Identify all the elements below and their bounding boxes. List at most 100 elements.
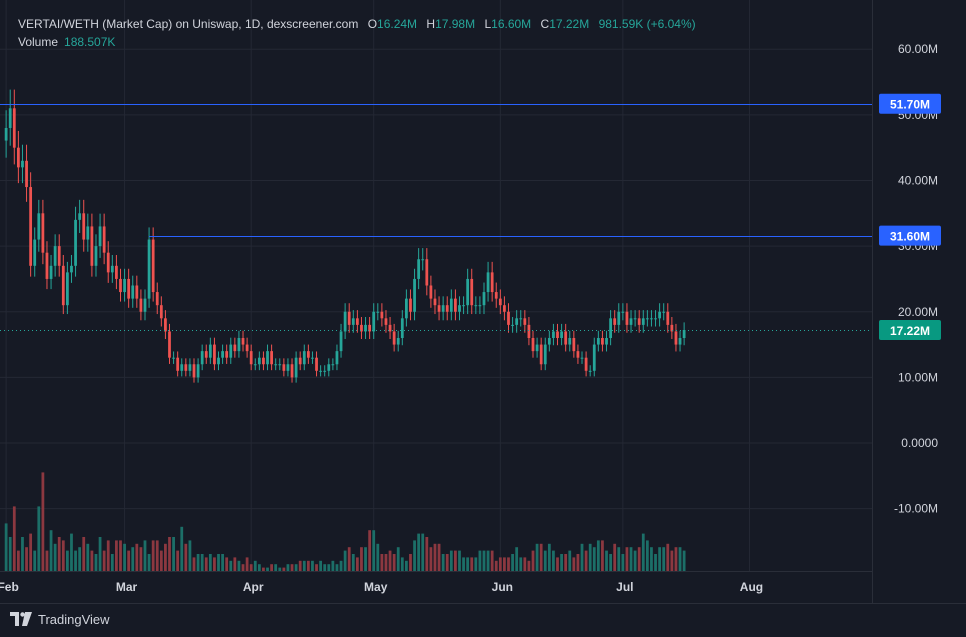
volume-bar bbox=[531, 550, 535, 571]
volume-bar bbox=[200, 554, 204, 571]
candle-body bbox=[262, 357, 265, 365]
volume-bar bbox=[225, 557, 229, 571]
volume-bar bbox=[560, 554, 563, 571]
volume-bar bbox=[155, 540, 159, 571]
candle-body bbox=[637, 318, 641, 325]
volume-bar bbox=[159, 550, 163, 571]
volume-bar bbox=[580, 543, 584, 571]
candle-body bbox=[445, 305, 449, 312]
grid bbox=[0, 0, 966, 604]
volume-bar bbox=[237, 560, 241, 571]
volume-bar bbox=[670, 550, 674, 571]
candle-body bbox=[511, 324, 514, 326]
volume-bar bbox=[286, 564, 290, 571]
volume-bar bbox=[343, 550, 347, 571]
candle-body bbox=[41, 213, 45, 253]
volume-bar bbox=[94, 554, 98, 571]
volume-bar bbox=[98, 537, 102, 571]
volume-bar bbox=[323, 564, 327, 571]
volume-bar bbox=[462, 557, 465, 571]
volume-bar bbox=[245, 557, 249, 571]
high-value: 17.98M bbox=[435, 17, 476, 31]
candle-body bbox=[29, 187, 33, 266]
horizontal-lines[interactable] bbox=[0, 104, 872, 331]
candle-body bbox=[613, 318, 617, 325]
candle-body bbox=[102, 226, 106, 253]
volume-bar bbox=[425, 537, 429, 571]
candle-body bbox=[151, 239, 155, 293]
candle-body bbox=[515, 318, 519, 325]
candle-body bbox=[543, 344, 547, 365]
volume-bar bbox=[466, 557, 470, 571]
last-price-badge[interactable] bbox=[879, 319, 941, 340]
volume-bar bbox=[417, 533, 421, 571]
volume-bar bbox=[306, 560, 310, 571]
candle-body bbox=[466, 278, 470, 306]
volume-bar bbox=[482, 550, 486, 571]
candle-body bbox=[115, 265, 118, 279]
candle-body bbox=[180, 364, 184, 371]
volume-bar bbox=[233, 557, 237, 571]
volume-bar bbox=[384, 554, 388, 571]
candle-body bbox=[66, 272, 69, 306]
volume-bar bbox=[601, 540, 604, 571]
candle-body bbox=[519, 318, 523, 320]
candle-body bbox=[372, 311, 376, 332]
tradingview-brand[interactable]: TradingView bbox=[10, 608, 110, 630]
candle-body bbox=[249, 351, 253, 365]
candle-body bbox=[388, 324, 392, 332]
volume-bar bbox=[470, 557, 474, 571]
volume-bar bbox=[556, 557, 559, 571]
price-axis[interactable]: 60.00M50.00M40.00M30.00M20.00M10.00M0.00… bbox=[879, 42, 941, 516]
candle-body bbox=[360, 324, 363, 332]
candle-body bbox=[531, 338, 535, 352]
time-tick-label: Mar bbox=[116, 580, 138, 594]
candle-body bbox=[286, 364, 290, 371]
candle-body bbox=[592, 344, 596, 371]
volume-bar bbox=[392, 554, 396, 571]
candle-body bbox=[74, 219, 77, 266]
volume-bar bbox=[576, 554, 580, 571]
volume-bar bbox=[327, 564, 331, 571]
candle-body bbox=[270, 351, 273, 365]
time-tick-label: Apr bbox=[243, 580, 264, 594]
candle-body bbox=[368, 324, 372, 332]
candle-body bbox=[400, 318, 404, 339]
volume-bar bbox=[119, 540, 122, 571]
volume-bar bbox=[115, 540, 118, 571]
volume-bar bbox=[458, 550, 461, 571]
candle-body bbox=[127, 278, 131, 299]
volume-bar bbox=[641, 533, 645, 571]
candle-body bbox=[302, 351, 306, 365]
volume-bar bbox=[37, 506, 41, 571]
candle-body bbox=[257, 357, 261, 365]
volume-bar bbox=[53, 543, 57, 571]
candle-body bbox=[290, 364, 294, 378]
volume-bar bbox=[596, 540, 600, 571]
time-axis[interactable]: Feb Mar Apr May Jun Jul Aug bbox=[0, 580, 763, 594]
volume-bar bbox=[274, 564, 278, 571]
volume-bar bbox=[249, 564, 253, 571]
candle-body bbox=[617, 311, 621, 325]
volume-bar bbox=[445, 554, 449, 571]
time-tick-label: Feb bbox=[0, 580, 19, 594]
volume-bar bbox=[217, 554, 220, 571]
volume-bar bbox=[388, 550, 392, 571]
volume-bar bbox=[143, 540, 147, 571]
low-label: L bbox=[484, 17, 492, 31]
candle-body bbox=[319, 370, 323, 372]
candle-body bbox=[650, 318, 653, 320]
volume-bar bbox=[625, 547, 629, 571]
volume-bar bbox=[335, 564, 339, 571]
volume-bar bbox=[584, 550, 588, 571]
candle-body bbox=[86, 226, 90, 240]
volume-bar bbox=[351, 554, 355, 571]
volume-bar bbox=[421, 533, 425, 571]
low-value: 16.60M bbox=[491, 17, 532, 31]
volume-bar bbox=[474, 557, 478, 571]
volume-bar bbox=[139, 547, 143, 571]
candle-body bbox=[429, 285, 433, 299]
hline-badge[interactable] bbox=[879, 225, 941, 246]
hline-badge[interactable] bbox=[879, 93, 941, 114]
